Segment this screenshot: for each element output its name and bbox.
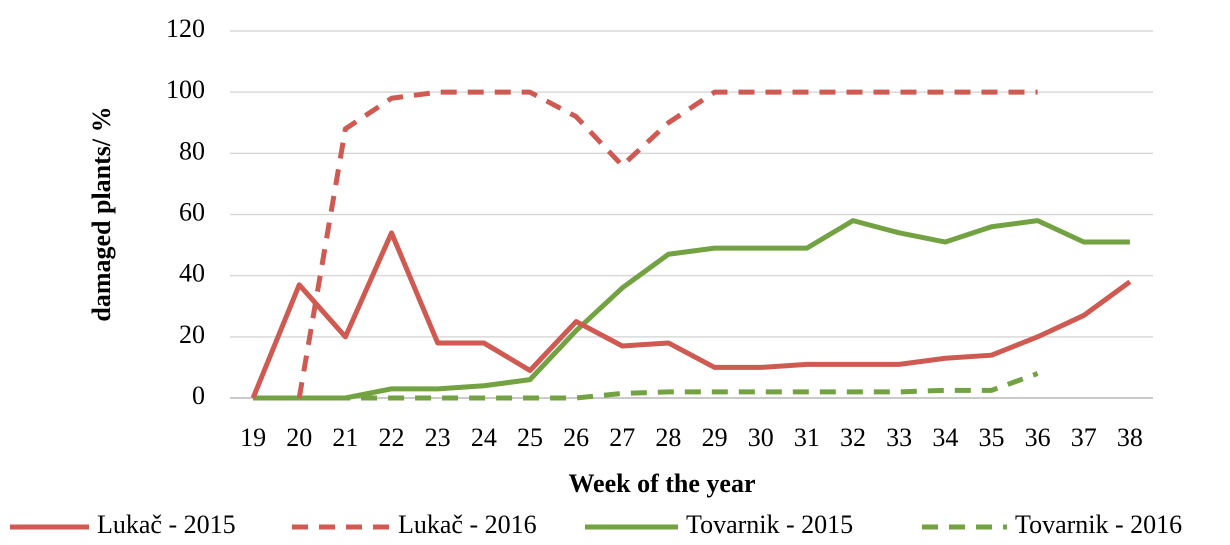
x-tick-label: 30 bbox=[748, 423, 774, 452]
x-tick-label: 19 bbox=[240, 423, 266, 452]
x-tick-label: 22 bbox=[379, 423, 405, 452]
y-tick-label: 60 bbox=[179, 197, 205, 226]
legend-label: Tovarnik - 2015 bbox=[686, 510, 853, 539]
y-tick-label: 40 bbox=[179, 259, 205, 288]
x-tick-label: 35 bbox=[978, 423, 1004, 452]
x-tick-label: 38 bbox=[1117, 423, 1143, 452]
x-tick-label: 27 bbox=[609, 423, 635, 452]
series-line bbox=[253, 371, 1039, 401]
y-tick-label: 20 bbox=[179, 320, 205, 349]
x-tick-label: 33 bbox=[886, 423, 912, 452]
series-line bbox=[296, 89, 1038, 399]
y-tick-label: 0 bbox=[192, 381, 205, 410]
y-tick-label: 120 bbox=[166, 14, 205, 43]
series-line bbox=[253, 218, 1130, 401]
x-tick-label: 31 bbox=[794, 423, 820, 452]
x-tick-label: 26 bbox=[563, 423, 589, 452]
series-line bbox=[250, 230, 1132, 399]
legend-label: Tovarnik - 2016 bbox=[1015, 510, 1182, 539]
x-tick-label: 24 bbox=[471, 423, 497, 452]
x-tick-label: 37 bbox=[1071, 423, 1097, 452]
x-tick-label: 20 bbox=[286, 423, 312, 452]
x-axis-label: Week of the year bbox=[568, 469, 755, 498]
x-tick-label: 25 bbox=[517, 423, 543, 452]
x-tick-label: 23 bbox=[425, 423, 451, 452]
x-tick-label: 36 bbox=[1025, 423, 1051, 452]
y-tick-label: 100 bbox=[166, 75, 205, 104]
x-tick-label: 29 bbox=[702, 423, 728, 452]
y-tick-label: 80 bbox=[179, 136, 205, 165]
y-axis-label: damaged plants/ % bbox=[87, 106, 116, 321]
legend-label: Lukač - 2016 bbox=[398, 510, 537, 539]
x-tick-label: 32 bbox=[840, 423, 866, 452]
x-tick-label: 21 bbox=[332, 423, 358, 452]
legend-label: Lukač - 2015 bbox=[97, 510, 236, 539]
x-tick-label: 28 bbox=[655, 423, 681, 452]
x-tick-label: 34 bbox=[932, 423, 958, 452]
